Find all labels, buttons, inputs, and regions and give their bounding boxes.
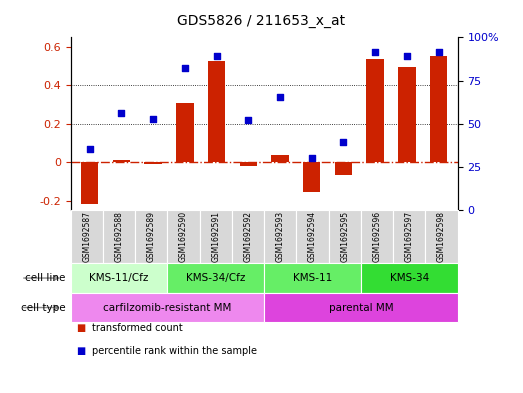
- Text: GSM1692589: GSM1692589: [147, 211, 156, 262]
- Bar: [208, 61, 225, 162]
- Bar: [240, 162, 257, 166]
- Text: GDS5826 / 211653_x_at: GDS5826 / 211653_x_at: [177, 14, 346, 28]
- Text: cell line: cell line: [25, 273, 65, 283]
- Bar: [398, 67, 416, 162]
- Text: GSM1692588: GSM1692588: [115, 211, 123, 262]
- Bar: [430, 55, 447, 162]
- Text: GSM1692587: GSM1692587: [82, 211, 91, 262]
- Point: [117, 110, 126, 116]
- Bar: [335, 162, 352, 175]
- Point: [180, 65, 189, 71]
- Text: carfilzomib-resistant MM: carfilzomib-resistant MM: [103, 303, 232, 312]
- Point: [435, 49, 443, 55]
- Text: GSM1692597: GSM1692597: [405, 211, 414, 263]
- Text: GSM1692592: GSM1692592: [244, 211, 253, 262]
- Bar: [176, 103, 194, 162]
- Text: ■: ■: [76, 346, 85, 356]
- Bar: [271, 156, 289, 162]
- Text: GSM1692595: GSM1692595: [340, 211, 349, 263]
- Point: [371, 49, 379, 55]
- Bar: [144, 162, 162, 164]
- Point: [403, 52, 411, 59]
- Point: [244, 117, 253, 123]
- Text: GSM1692591: GSM1692591: [211, 211, 220, 262]
- Text: GSM1692598: GSM1692598: [437, 211, 446, 262]
- Bar: [303, 162, 321, 192]
- Text: GSM1692594: GSM1692594: [308, 211, 317, 263]
- Text: GSM1692590: GSM1692590: [179, 211, 188, 263]
- Text: cell type: cell type: [21, 303, 65, 312]
- Bar: [112, 160, 130, 162]
- Bar: [81, 162, 98, 204]
- Text: ■: ■: [76, 323, 85, 333]
- Text: KMS-11: KMS-11: [293, 273, 332, 283]
- Point: [339, 139, 348, 145]
- Text: GSM1692593: GSM1692593: [276, 211, 285, 263]
- Point: [85, 146, 94, 152]
- Bar: [367, 59, 384, 162]
- Point: [212, 52, 221, 59]
- Point: [276, 94, 284, 100]
- Text: KMS-11/Cfz: KMS-11/Cfz: [89, 273, 149, 283]
- Point: [308, 155, 316, 162]
- Text: percentile rank within the sample: percentile rank within the sample: [92, 346, 256, 356]
- Text: parental MM: parental MM: [328, 303, 393, 312]
- Point: [149, 116, 157, 122]
- Text: KMS-34/Cfz: KMS-34/Cfz: [186, 273, 245, 283]
- Text: KMS-34: KMS-34: [390, 273, 429, 283]
- Text: GSM1692596: GSM1692596: [372, 211, 381, 263]
- Text: transformed count: transformed count: [92, 323, 183, 333]
